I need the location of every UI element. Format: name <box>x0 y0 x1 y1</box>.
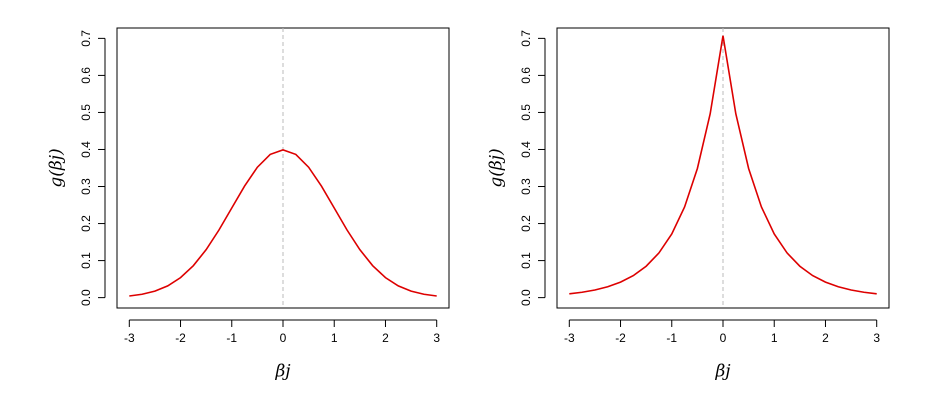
y-tick-label: 0.0 <box>79 289 93 306</box>
y-tick-label: 0.4 <box>79 141 93 158</box>
x-tick-label: -3 <box>564 331 575 345</box>
x-tick-label: -2 <box>615 331 626 345</box>
x-tick-label: -3 <box>124 331 135 345</box>
panel: -3 -2 -1 0 1 2 3 0.0 0.1 0.2 0.3 0.4 0.5 0.6 0.7 βj g(βj… <box>47 27 450 382</box>
y-tick-label: 0.3 <box>79 178 93 195</box>
panel: -3 -2 -1 0 1 2 3 0.0 0.1 0.2 0.3 0.4 0.5 0.6 0.7 βj g(βj… <box>487 27 890 382</box>
y-axis-label: g(βj) <box>47 148 67 187</box>
y-tick-label: 0.5 <box>79 104 93 121</box>
y-tick-label: 0.2 <box>79 215 93 232</box>
y-tick-label: 0.1 <box>519 252 533 269</box>
y-tick-label: 0.7 <box>79 30 93 47</box>
x-tick-label: 3 <box>433 331 440 345</box>
x-tick-label: 3 <box>873 331 880 345</box>
y-tick-label: 0.5 <box>519 104 533 121</box>
x-tick-label: 1 <box>331 331 338 345</box>
x-tick-label: -1 <box>226 331 237 345</box>
y-tick-label: 0.0 <box>519 289 533 306</box>
y-tick-label: 0.7 <box>519 30 533 47</box>
y-tick-label: 0.4 <box>519 141 533 158</box>
x-axis-label: βj <box>274 362 291 382</box>
x-tick-label: 2 <box>822 331 829 345</box>
y-tick-label: 0.6 <box>79 67 93 84</box>
y-axis-label: g(βj) <box>487 148 507 187</box>
x-tick-label: -2 <box>175 331 186 345</box>
x-tick-label: 1 <box>771 331 778 345</box>
x-axis-label: βj <box>714 362 731 382</box>
x-tick-label: 0 <box>280 331 287 345</box>
x-tick-label: -1 <box>666 331 677 345</box>
density-curve <box>129 149 437 297</box>
y-tick-label: 0.2 <box>519 215 533 232</box>
y-tick-label: 0.6 <box>519 67 533 84</box>
y-tick-label: 0.3 <box>519 178 533 195</box>
x-tick-label: 0 <box>720 331 727 345</box>
y-tick-label: 0.1 <box>79 252 93 269</box>
x-tick-label: 2 <box>382 331 389 345</box>
density-curve <box>569 35 877 295</box>
